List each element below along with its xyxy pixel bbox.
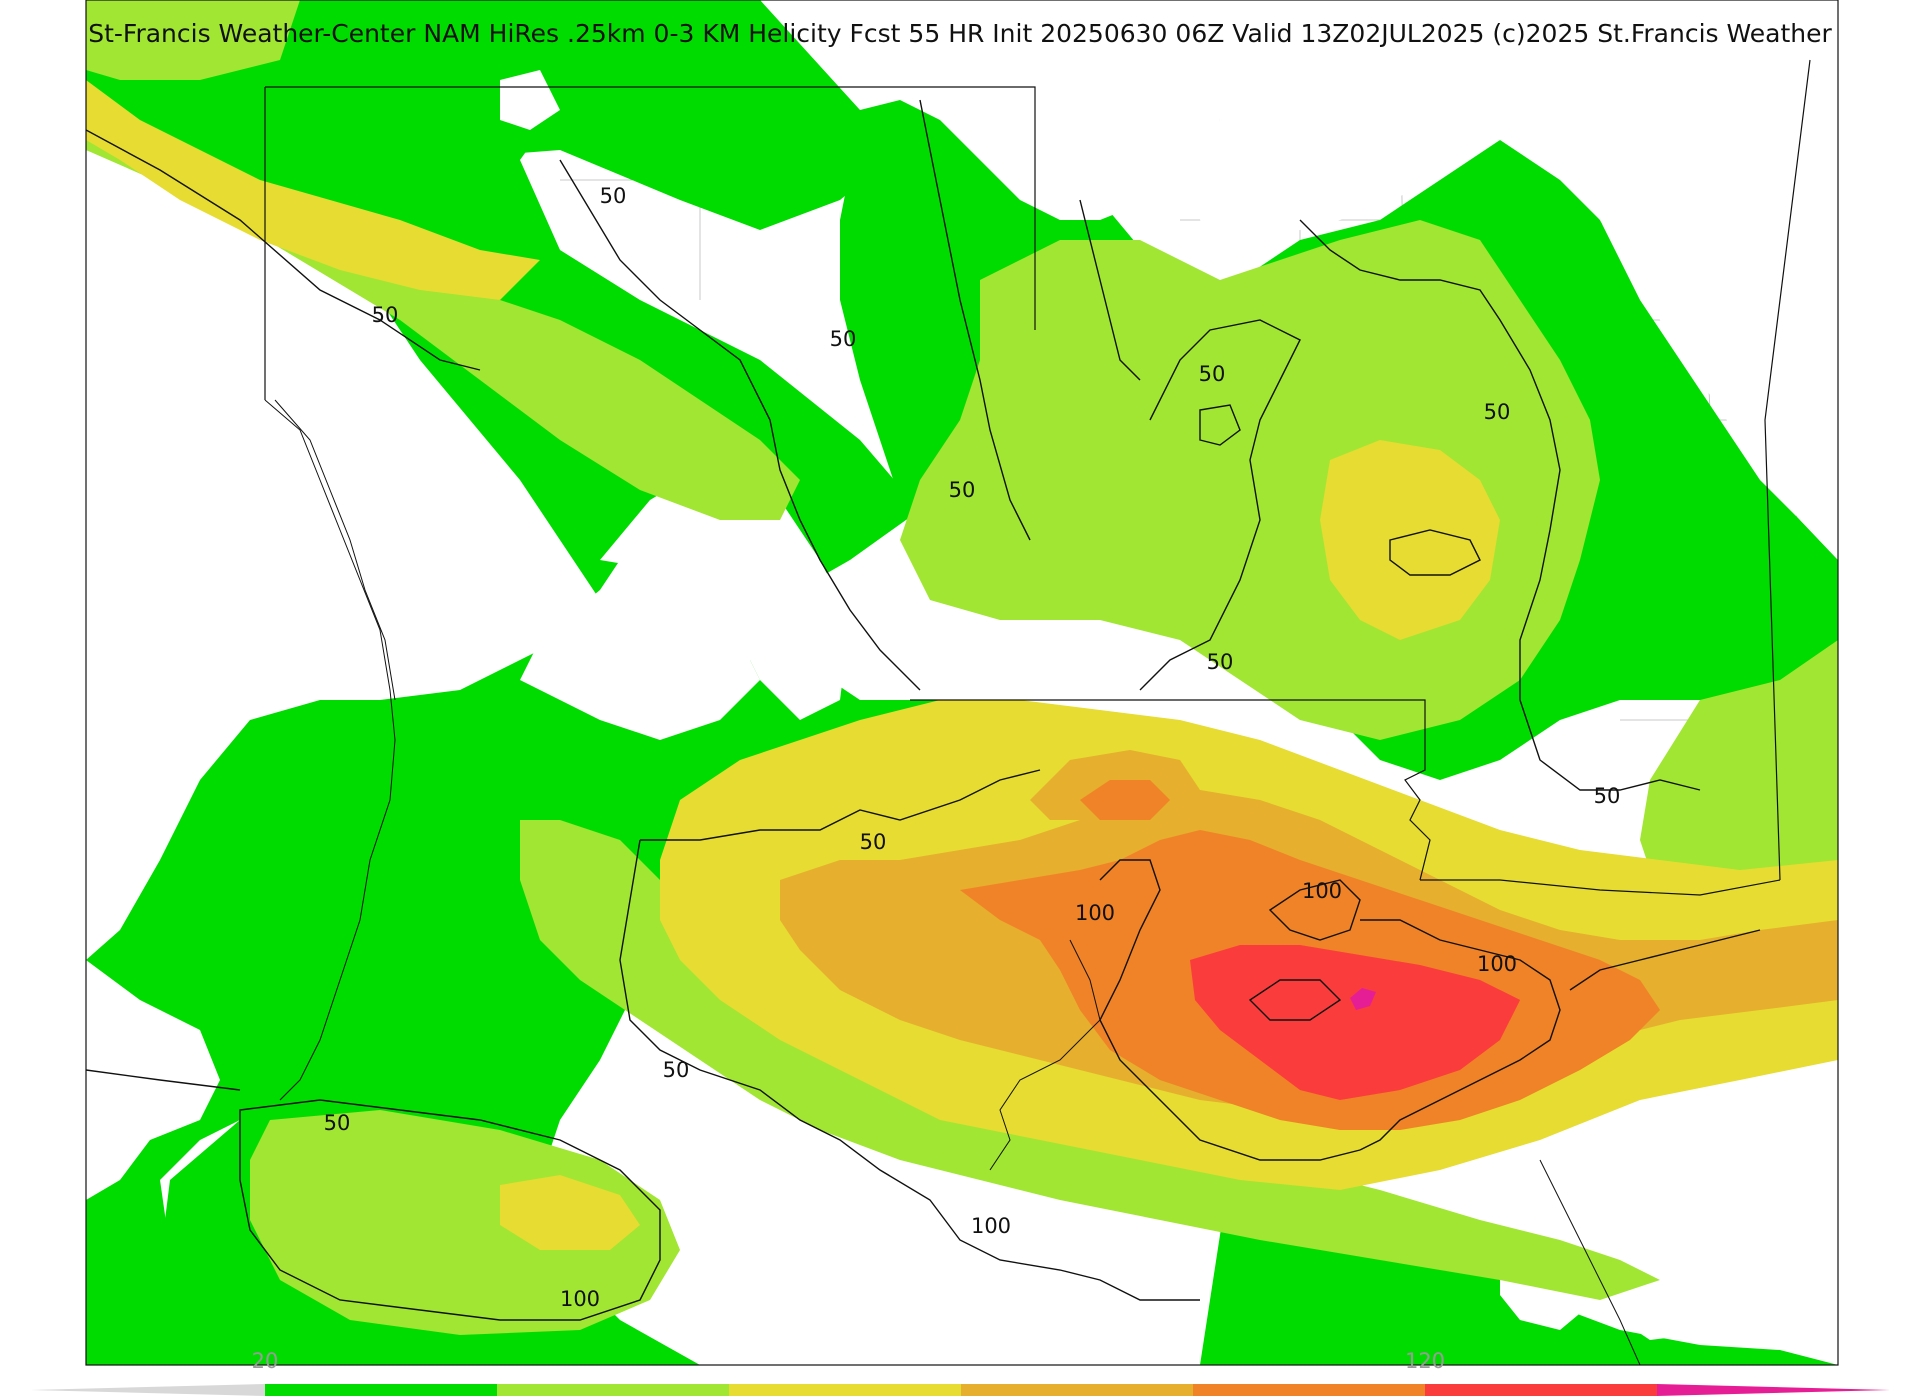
contour-label: 50	[1199, 362, 1226, 386]
contour-labels: 50 50 50 50 50 50 50 50 50 50 50 100 100…	[324, 184, 1621, 1311]
colorbar-swatch	[1193, 1384, 1425, 1396]
colorbar-swatch	[265, 1384, 497, 1396]
contour-label: 50	[830, 327, 857, 351]
helicity-fill-none	[86, 0, 1838, 1340]
contour-label: 50	[324, 1111, 351, 1135]
colorbar-swatch	[1425, 1384, 1657, 1396]
contour-label: 50	[949, 478, 976, 502]
colorbar-swatch	[729, 1384, 961, 1396]
colorbar-left-arrow	[30, 1384, 265, 1396]
colorbar-swatch	[497, 1384, 729, 1396]
helicity-fill-magenta	[1350, 988, 1376, 1010]
contour-label: 100	[1075, 901, 1115, 925]
contour-label: 50	[663, 1058, 690, 1082]
colorbar	[30, 1384, 1890, 1396]
contour-label: 50	[1207, 650, 1234, 674]
river-lines	[264, 399, 1641, 1365]
map-frame	[85, 0, 1839, 1366]
helicity-fill-red	[1190, 945, 1520, 1100]
map-title: St-Francis Weather-Center NAM HiRes .25k…	[88, 19, 1832, 48]
contour-label: 100	[1477, 952, 1517, 976]
contour-label: 50	[372, 303, 399, 327]
contour-label: 50	[600, 184, 627, 208]
contour-label: 50	[860, 830, 887, 854]
colorbar-right-arrow	[1657, 1384, 1890, 1396]
contour-label: 100	[971, 1214, 1011, 1238]
state-boundaries	[264, 59, 1811, 896]
colorbar-tick-label: 120	[1405, 1349, 1445, 1373]
colorbar-swatch	[961, 1384, 1193, 1396]
contour-label: 100	[1302, 879, 1342, 903]
colorbar-tick-label: 20	[252, 1349, 279, 1373]
contour-label: 50	[1484, 400, 1511, 424]
contour-label: 50	[1594, 784, 1621, 808]
helicity-contours	[86, 99, 1761, 1321]
contour-label: 100	[560, 1287, 600, 1311]
